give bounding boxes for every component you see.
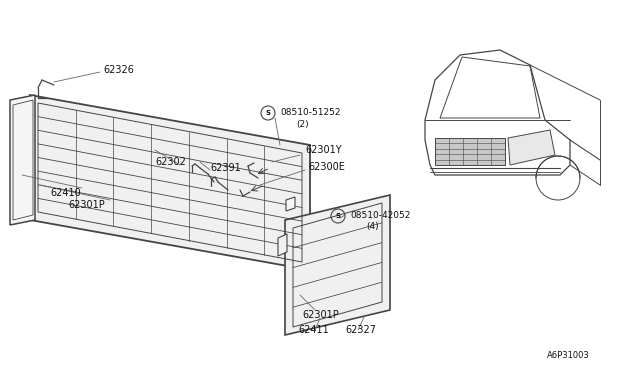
Polygon shape (286, 197, 295, 211)
Text: (4): (4) (366, 221, 379, 231)
Text: 62326: 62326 (103, 65, 134, 75)
Text: 62302: 62302 (155, 157, 186, 167)
Text: 08510-51252: 08510-51252 (280, 108, 340, 116)
Text: 08510-42052: 08510-42052 (350, 211, 410, 219)
Polygon shape (278, 234, 287, 256)
Polygon shape (10, 95, 35, 225)
Text: 62300E: 62300E (308, 162, 345, 172)
Text: 62301P: 62301P (68, 200, 105, 210)
Text: 62410: 62410 (50, 188, 81, 198)
Text: 62301P: 62301P (302, 310, 339, 320)
Polygon shape (508, 130, 555, 165)
Polygon shape (435, 138, 505, 165)
Polygon shape (30, 95, 310, 270)
Polygon shape (285, 195, 390, 335)
Text: (2): (2) (296, 119, 308, 128)
Text: 62391: 62391 (210, 163, 241, 173)
Text: 62301Y: 62301Y (305, 145, 342, 155)
Text: A6P31003: A6P31003 (547, 351, 590, 360)
Text: S: S (335, 213, 340, 219)
Text: 62411: 62411 (298, 325, 329, 335)
Text: S: S (266, 110, 271, 116)
Text: 62327: 62327 (345, 325, 376, 335)
